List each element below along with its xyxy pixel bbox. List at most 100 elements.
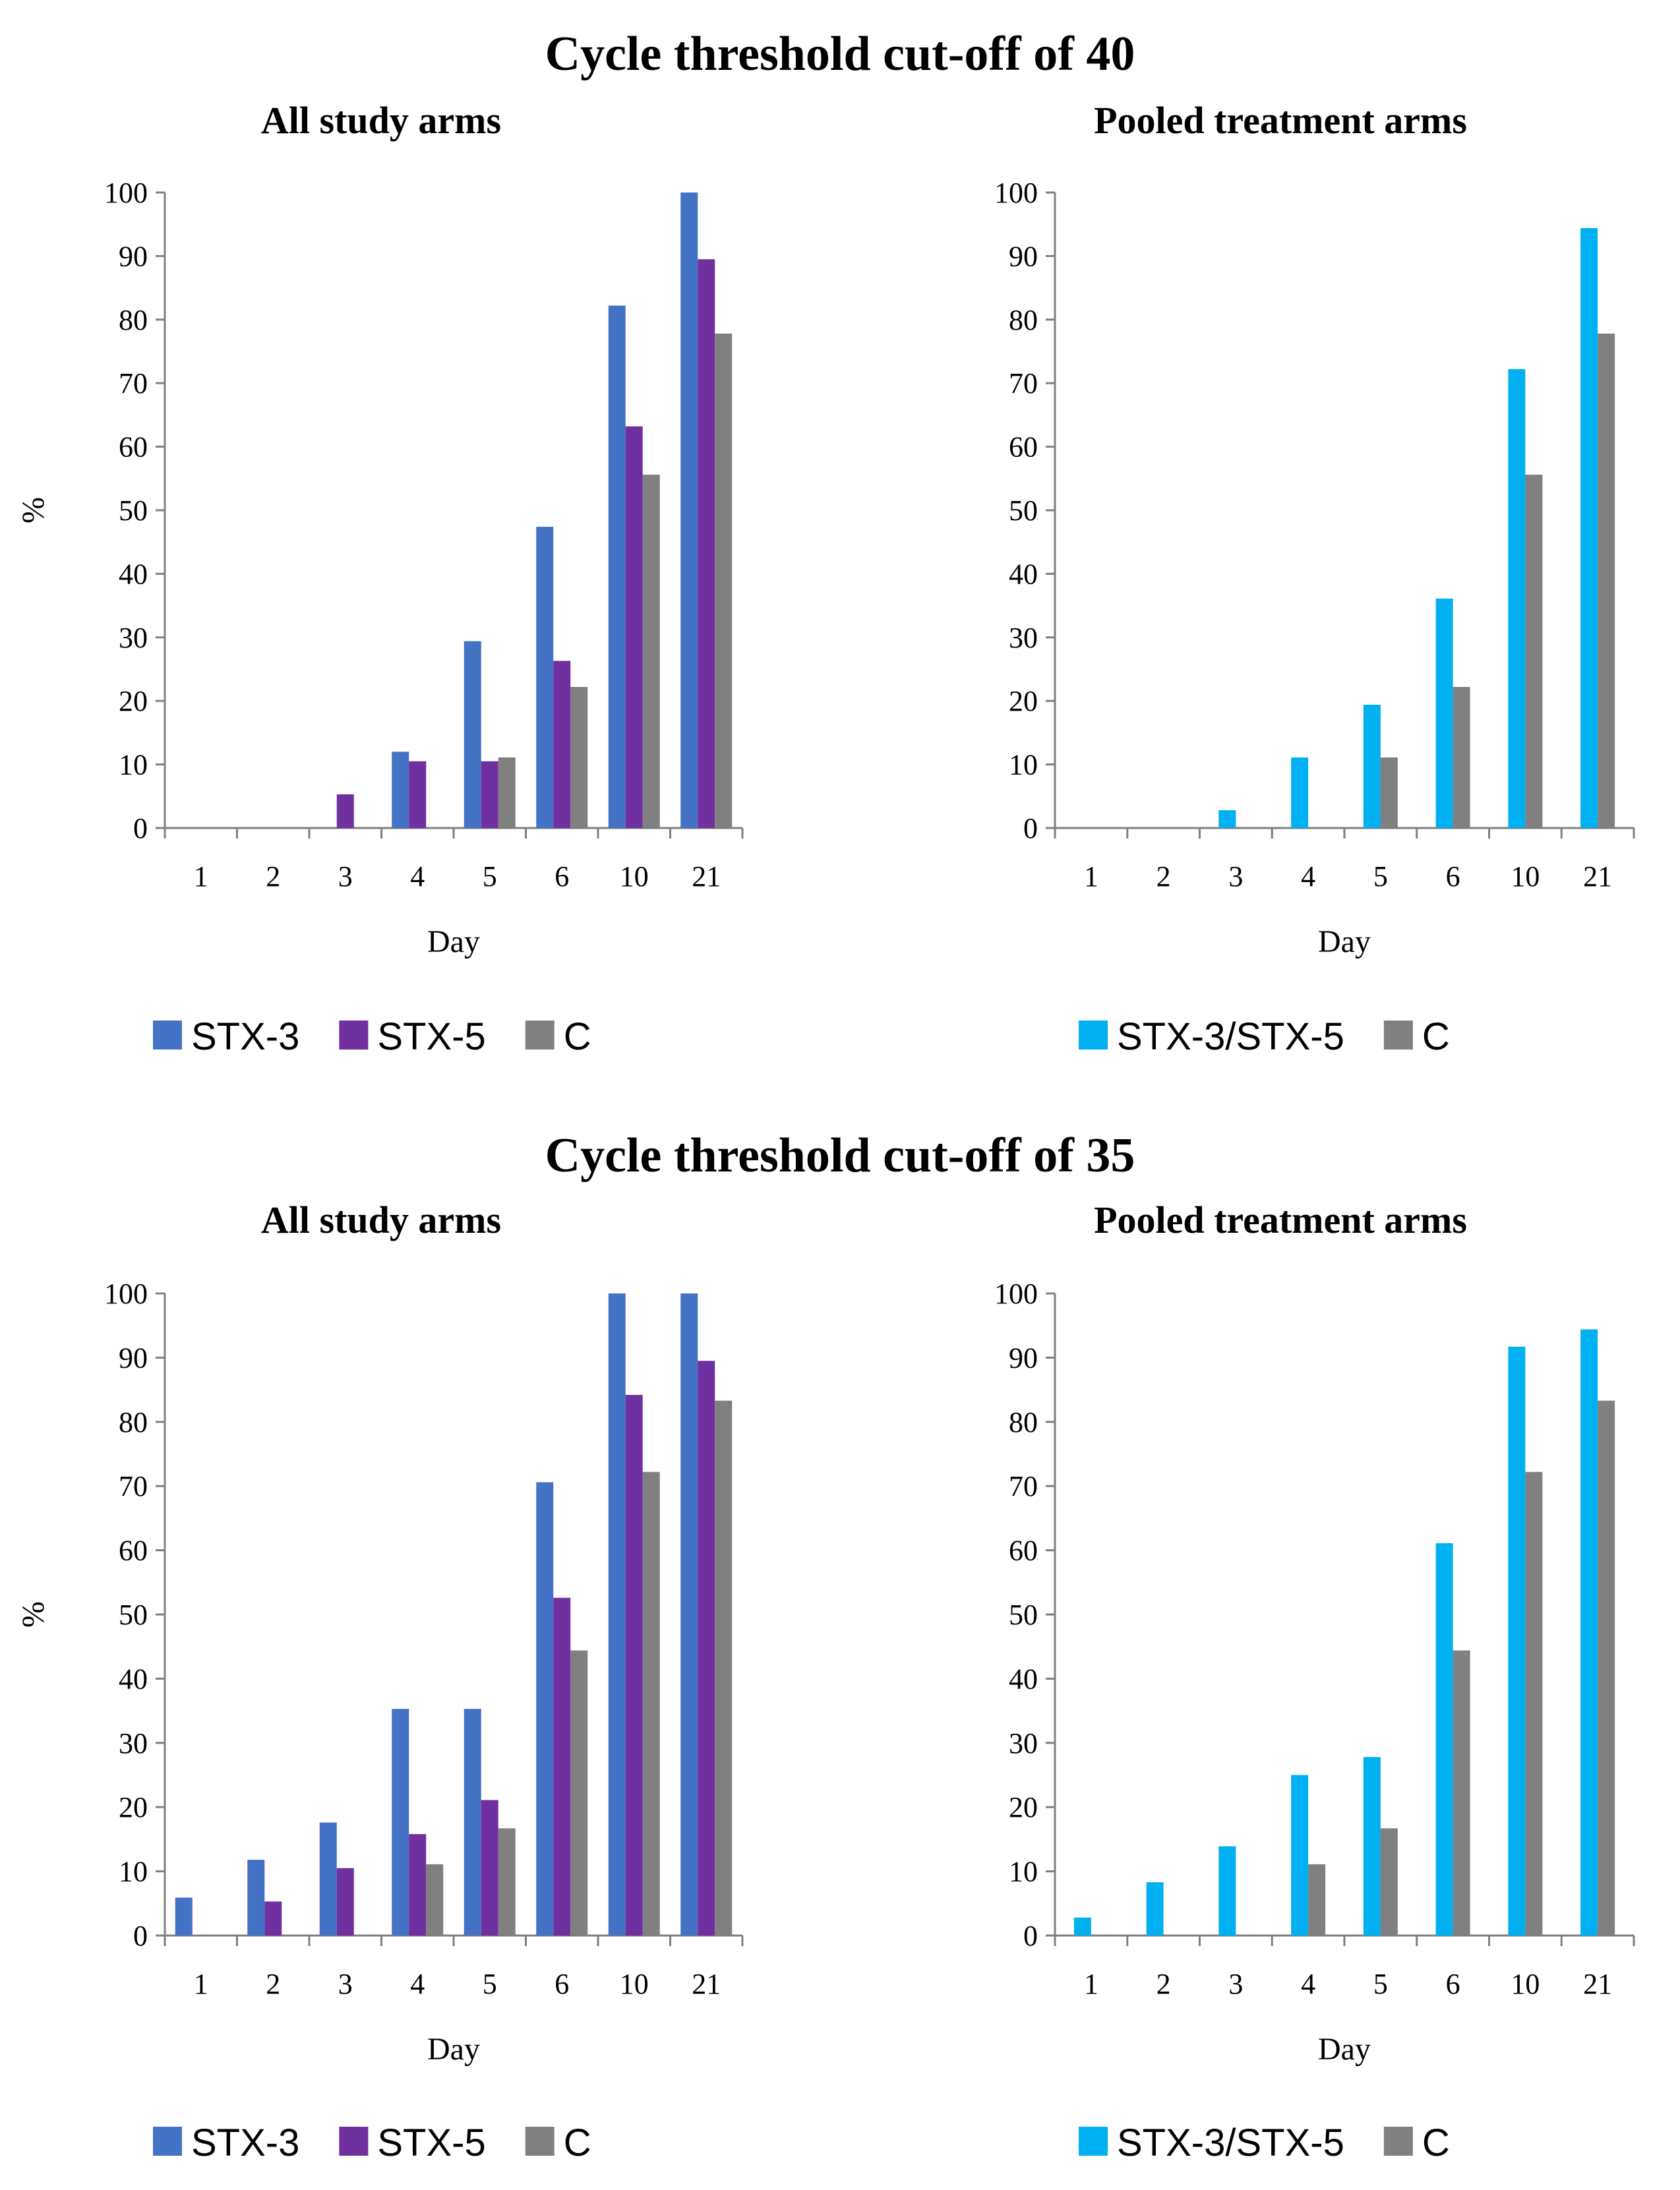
bar-stx-3-day-6 xyxy=(536,527,554,828)
bar-stx-3-stx-5-day-3 xyxy=(1218,1846,1236,1936)
legend-swatch xyxy=(1079,2127,1108,2156)
x-tick-label: 10 xyxy=(1511,860,1540,893)
y-tick-label: 50 xyxy=(1009,494,1038,527)
x-tick-label: 10 xyxy=(1511,1968,1540,2000)
bar-c-day-5 xyxy=(1380,757,1398,828)
legend-swatch xyxy=(1079,1021,1108,1050)
bar-c-day-5 xyxy=(498,1828,516,1936)
chart-ct40-all-arms: 0 10 20 30 40 50 60 70 80 90 100 1 2 3 4 5 6 10 21 Day% STX-… xyxy=(16,177,744,1058)
y-tick-label: 90 xyxy=(1009,1342,1038,1374)
x-axis-label: Day xyxy=(427,924,480,959)
x-tick-label: 3 xyxy=(338,860,353,893)
bar-c-day-21 xyxy=(1598,334,1615,828)
x-tick-label: 4 xyxy=(410,1968,425,2000)
y-tick-label: 0 xyxy=(133,1920,148,1952)
x-tick-label: 5 xyxy=(483,1968,497,2000)
bar-c-day-6 xyxy=(570,686,588,828)
chart-ct40-pooled: 0 10 20 30 40 50 60 70 80 90 100 1 2 3 4 5 6 10 21 Day STX-3… xyxy=(994,177,1635,1058)
bar-stx-3-stx-5-day-10 xyxy=(1508,369,1526,828)
y-tick-label: 60 xyxy=(1009,1535,1038,1567)
bar-c-day-6 xyxy=(1453,1650,1470,1936)
chart-title-ct40-pooled: Pooled treatment arms xyxy=(1094,99,1467,142)
legend-label: STX-3/STX-5 xyxy=(1117,1015,1344,1058)
y-tick-label: 100 xyxy=(104,1278,148,1310)
y-tick-label: 30 xyxy=(119,1727,148,1760)
bar-stx-3-day-4 xyxy=(392,1709,409,1936)
x-tick-label: 6 xyxy=(1446,860,1460,893)
bar-stx-3-day-10 xyxy=(608,305,626,828)
bar-c-day-4 xyxy=(1308,1864,1326,1936)
legend-swatch xyxy=(525,1021,555,1050)
legend-label: STX-3 xyxy=(191,1015,299,1058)
x-tick-label: 1 xyxy=(194,1968,208,2000)
y-tick-label: 30 xyxy=(119,622,148,654)
x-tick-label: 3 xyxy=(338,1968,353,2000)
y-tick-label: 90 xyxy=(1009,240,1038,272)
bar-c-day-10 xyxy=(1525,475,1543,828)
x-tick-label: 1 xyxy=(1084,1968,1098,2000)
legend-label: STX-5 xyxy=(377,1015,485,1058)
x-tick-label: 21 xyxy=(1583,1968,1612,2000)
legend-swatch xyxy=(339,1021,369,1050)
y-tick-label: 0 xyxy=(133,812,148,844)
y-tick-label: 100 xyxy=(994,177,1038,209)
section-title-ct40: Cycle threshold cut-off of 40 xyxy=(545,27,1135,81)
bar-stx-3-stx-5-day-21 xyxy=(1580,1329,1598,1936)
y-tick-label: 100 xyxy=(994,1278,1038,1310)
bar-c-day-5 xyxy=(498,757,516,828)
bar-stx-5-day-4 xyxy=(409,761,427,828)
y-tick-label: 40 xyxy=(119,558,148,590)
legend-label: C xyxy=(564,2121,591,2164)
x-tick-label: 1 xyxy=(194,860,208,893)
y-tick-label: 80 xyxy=(119,1406,148,1438)
bar-c-day-10 xyxy=(642,1471,660,1936)
bar-c-day-10 xyxy=(1525,1471,1543,1936)
legend-label: STX-3/STX-5 xyxy=(1117,2121,1344,2164)
bar-c-day-6 xyxy=(570,1650,588,1936)
bar-stx-3-day-1 xyxy=(175,1897,193,1936)
bar-stx-3-day-10 xyxy=(608,1293,626,1936)
bar-stx-3-day-21 xyxy=(680,1293,698,1936)
bar-stx-3-stx-5-day-6 xyxy=(1435,598,1453,828)
x-tick-label: 2 xyxy=(1156,1968,1171,2000)
bar-stx-5-day-21 xyxy=(698,1361,715,1936)
x-tick-label: 21 xyxy=(692,860,721,893)
y-tick-label: 60 xyxy=(119,431,148,463)
bar-stx-5-day-6 xyxy=(553,661,571,828)
legend-label: C xyxy=(564,1015,591,1058)
y-tick-label: 70 xyxy=(1009,1470,1038,1502)
bar-stx-3-day-5 xyxy=(464,1709,481,1936)
bar-stx-3-day-21 xyxy=(680,192,698,828)
bar-c-day-6 xyxy=(1453,686,1470,828)
x-axis-label: Day xyxy=(427,2032,480,2067)
bar-stx-3-stx-5-day-3 xyxy=(1218,810,1236,828)
bar-c-day-5 xyxy=(1380,1828,1398,1936)
bar-stx-3-stx-5-day-10 xyxy=(1508,1346,1526,1936)
y-tick-label: 0 xyxy=(1023,812,1038,844)
x-tick-label: 2 xyxy=(266,1968,280,2000)
legend-label: STX-5 xyxy=(377,2121,485,2164)
y-tick-label: 0 xyxy=(1023,1920,1038,1952)
y-tick-label: 20 xyxy=(1009,685,1038,717)
x-tick-label: 6 xyxy=(555,1968,569,2000)
x-tick-label: 4 xyxy=(1301,860,1315,893)
y-tick-label: 50 xyxy=(119,1599,148,1631)
legend-label: C xyxy=(1422,2121,1450,2164)
y-tick-label: 70 xyxy=(119,1470,148,1502)
y-tick-label: 20 xyxy=(1009,1791,1038,1823)
bar-stx-3-day-4 xyxy=(392,752,409,828)
legend-swatch xyxy=(525,2127,555,2156)
bar-stx-3-stx-5-day-4 xyxy=(1291,1775,1309,1936)
bar-c-day-21 xyxy=(715,334,733,828)
legend-swatch xyxy=(1383,1021,1413,1050)
bar-c-day-4 xyxy=(426,1864,444,1936)
x-axis-label: Day xyxy=(1318,924,1371,959)
bar-stx-5-day-4 xyxy=(409,1834,427,1936)
y-tick-label: 40 xyxy=(119,1663,148,1695)
y-tick-label: 80 xyxy=(119,304,148,336)
bar-stx-3-stx-5-day-5 xyxy=(1363,1757,1381,1936)
legend-swatch xyxy=(153,2127,182,2156)
bar-stx-3-stx-5-day-5 xyxy=(1363,704,1381,828)
x-tick-label: 6 xyxy=(1446,1968,1460,2000)
